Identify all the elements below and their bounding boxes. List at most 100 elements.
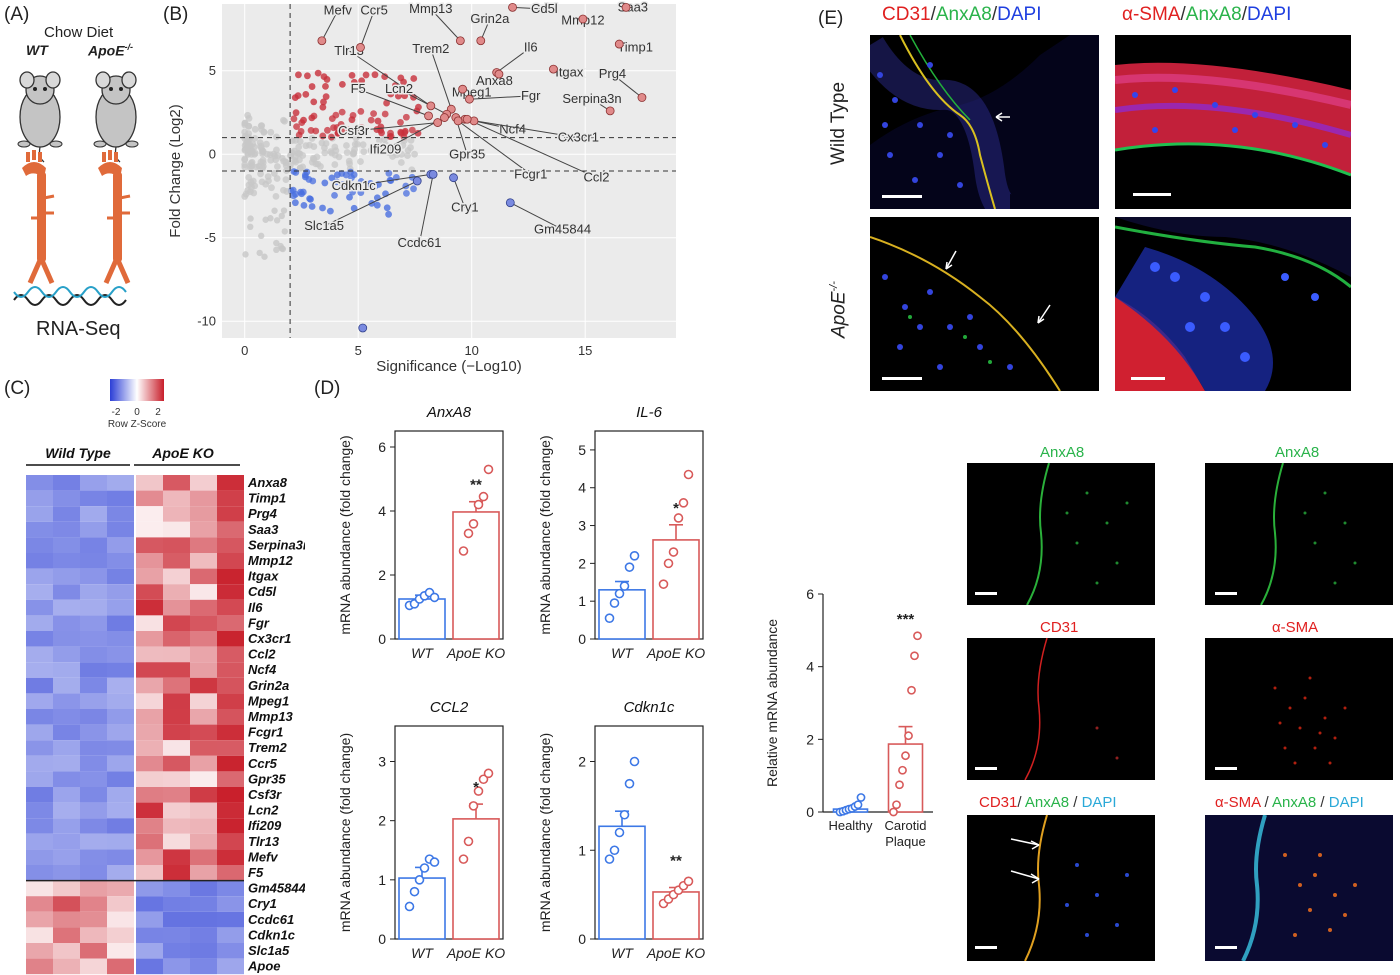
heatmap-cell xyxy=(136,880,163,897)
legend-title: Row Z-Score xyxy=(108,419,167,430)
data-point xyxy=(429,857,440,867)
heatmap-cell xyxy=(26,896,53,912)
labeled-point-up xyxy=(424,111,433,121)
heatmap-cell xyxy=(217,943,244,959)
heatmap-cell xyxy=(80,818,107,834)
volcano-point xyxy=(359,141,367,149)
volcano-point xyxy=(271,152,279,160)
annotation-leader-line xyxy=(496,47,532,73)
heatmap-cell xyxy=(80,755,107,772)
heatmap-cell xyxy=(190,927,217,943)
data-point xyxy=(468,519,479,529)
data-point xyxy=(678,498,689,508)
volcano-point-up xyxy=(308,83,316,90)
heatmap-cell xyxy=(190,849,217,865)
heatmap-gene-label: Ccdc61 xyxy=(248,912,294,927)
chart-title: IL-6 xyxy=(636,404,663,421)
annotation-leader-line xyxy=(348,50,432,107)
gene-annotation-label: F5 xyxy=(351,81,366,96)
y-axis-label: mRNA abundance (fold change) xyxy=(337,435,353,634)
labeled-point-up xyxy=(356,43,365,52)
heatmap-cell xyxy=(163,506,190,522)
heatmap-cell xyxy=(163,724,190,741)
heatmap-gene-label: Tlr13 xyxy=(248,834,280,849)
x-category-label: ApoE KO xyxy=(646,945,705,961)
volcano-point-up xyxy=(314,69,322,77)
heatmap-cell xyxy=(53,584,80,600)
heatmap-cell xyxy=(80,677,107,694)
heatmap-cell xyxy=(190,662,217,678)
heatmap-gene-label: Fgr xyxy=(248,615,270,630)
volcano-point xyxy=(258,178,266,186)
heatmap-cell xyxy=(136,927,163,943)
heatmap-cell xyxy=(107,615,134,631)
data-point xyxy=(414,875,425,885)
heatmap-gene-label: F5 xyxy=(248,865,264,880)
volcano-point-up xyxy=(320,73,328,81)
heatmap-cell xyxy=(26,475,53,491)
heatmap-cell xyxy=(80,553,107,569)
labeled-point-up xyxy=(455,36,465,46)
heatmap-cell xyxy=(163,943,190,959)
heatmap-gene-label: Itgax xyxy=(248,569,279,584)
data-point xyxy=(853,800,863,810)
heatmap-cell xyxy=(136,943,163,959)
heatmap-cell xyxy=(53,802,80,819)
annotation-leader-line xyxy=(323,180,418,227)
heatmap-cell xyxy=(80,849,107,865)
heatmap-cell xyxy=(80,506,107,522)
heatmap-cell xyxy=(136,693,163,709)
heatmap-cell xyxy=(53,724,80,741)
heatmap-cell xyxy=(53,833,80,850)
gene-annotation-label: Fgr xyxy=(521,88,541,103)
heatmap-cell xyxy=(217,740,244,756)
volcano-point xyxy=(251,125,259,133)
ccl2-bar-chart: 0 1 2 3 CCL2 mRNA abundance (fold change) WT Ap… xyxy=(337,699,505,961)
volcano-point xyxy=(294,149,302,157)
annotation-leader-line xyxy=(353,122,438,132)
data-point xyxy=(609,845,620,856)
data-point xyxy=(478,774,489,785)
heatmap-gene-label: Anxa8 xyxy=(247,475,288,490)
heatmap-cell xyxy=(26,833,53,850)
labeled-point-up xyxy=(476,36,486,46)
volcano-point xyxy=(404,147,412,154)
heatmap-cell xyxy=(136,833,163,850)
gene-annotation-label: Cdkn1c xyxy=(332,178,377,193)
legend-colorbar xyxy=(110,379,164,401)
heatmap-cell xyxy=(80,771,107,787)
heatmap-cell xyxy=(53,506,80,522)
micrograph-wt-cd31 xyxy=(870,35,1099,209)
heatmap-gene-label: Cry1 xyxy=(248,896,277,911)
volcano-point-ns xyxy=(273,246,280,254)
heatmap-cell xyxy=(217,755,244,772)
heatmap-cell xyxy=(190,865,217,881)
heatmap-cell xyxy=(190,880,217,897)
y-tick-label: 0 xyxy=(378,631,386,647)
heatmap-cell xyxy=(190,599,217,616)
heatmap-cell xyxy=(163,818,190,834)
y-tick-label: -5 xyxy=(204,230,216,245)
heatmap-cell xyxy=(136,849,163,865)
heatmap-cell xyxy=(163,896,190,912)
heatmap-cell xyxy=(107,506,134,522)
heatmap-cell xyxy=(190,475,217,491)
volcano-point xyxy=(402,182,410,190)
volcano-point-ns xyxy=(247,215,254,222)
caption-segment: / xyxy=(930,4,936,25)
heatmap-cell xyxy=(107,724,134,741)
heatmap-cell xyxy=(26,521,53,538)
heatmap-cell xyxy=(53,865,80,881)
annotation-leader-line xyxy=(464,118,579,139)
volcano-point xyxy=(349,188,356,196)
heatmap-cell xyxy=(190,693,217,709)
gene-annotation-label: Ccl2 xyxy=(584,170,610,185)
caption-segment: AnxA8 xyxy=(1272,794,1317,811)
heatmap-cell xyxy=(163,568,190,585)
heatmap-cell xyxy=(217,833,244,850)
volcano-point xyxy=(410,185,417,193)
y-tick-label: 6 xyxy=(806,586,814,602)
heatmap-gene-label: Cdkn1c xyxy=(248,927,296,942)
heatmap-cell xyxy=(107,475,134,491)
gene-annotation-label: Mmp13 xyxy=(409,1,452,16)
